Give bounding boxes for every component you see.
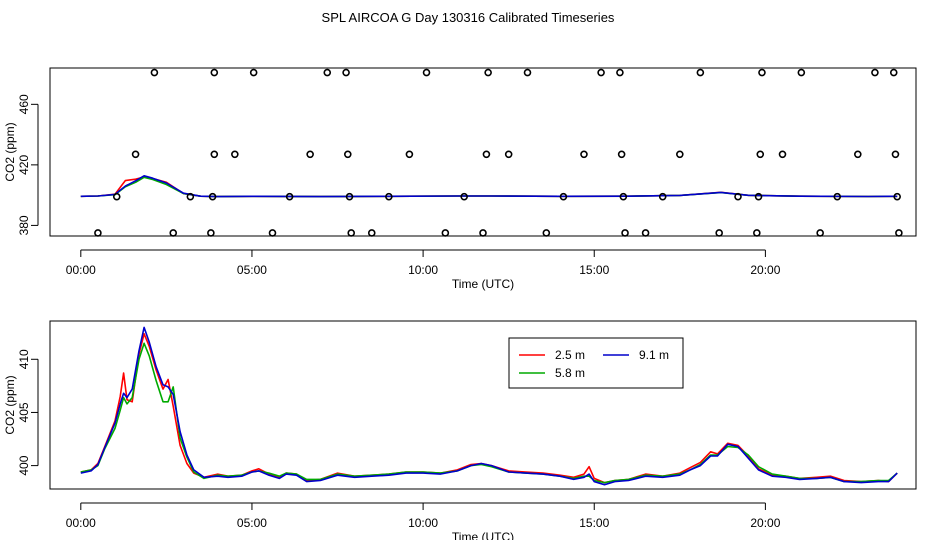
scatter-point [658, 192, 667, 201]
scatter-point [342, 68, 350, 77]
series-line-5-8-m [80, 342, 898, 484]
y-tick-label: 410 [17, 349, 31, 369]
scatter-point [696, 68, 705, 77]
x-tick-label: 20:00 [750, 516, 780, 530]
scatter-point [441, 229, 450, 237]
panel-co2-timeseries: 00:00 05:00 10:00 15:00 20:00 Time (UTC) 400 40… [3, 320, 917, 540]
y-tick-label: 380 [17, 215, 31, 235]
scatter-point [94, 229, 102, 237]
y-axis-label: CO2 (ppm) [3, 122, 17, 181]
scatter-point [621, 229, 629, 237]
scatter-point [641, 229, 650, 237]
scatter-point [854, 150, 862, 159]
scatter-point [482, 150, 491, 159]
scatter-point [616, 68, 624, 77]
scatter-point [131, 150, 140, 159]
scatter-point [479, 229, 487, 237]
x-tick-label: 20:00 [750, 263, 780, 277]
scatter-point [323, 68, 332, 77]
x-axis-label: Time (UTC) [452, 530, 514, 540]
scatter-point [285, 192, 294, 201]
scatter-point [268, 229, 277, 237]
scatter-point [893, 192, 901, 201]
scatter-point [676, 150, 684, 159]
scatter-point [345, 192, 354, 201]
scatter-point [754, 192, 763, 201]
x-tick-label: 10:00 [408, 516, 438, 530]
legend: 2.5 m 5.8 m 9.1 m [508, 337, 684, 389]
scatter-point [797, 68, 806, 77]
scatter-point [347, 229, 356, 237]
scatter-point [778, 150, 787, 159]
scatter-point [210, 150, 219, 159]
scatter-point [385, 192, 393, 201]
scatter-point [405, 150, 414, 159]
scatter-point [597, 68, 605, 77]
x-tick-label: 00:00 [66, 263, 96, 277]
y-axis-label: CO2 (ppm) [3, 375, 17, 434]
y-tick-label: 420 [17, 155, 31, 175]
x-tick-label: 15:00 [579, 516, 609, 530]
scatter-point [231, 150, 239, 159]
scatter-point [619, 192, 628, 201]
scatter-point [207, 229, 215, 237]
x-tick-label: 15:00 [579, 263, 609, 277]
scatter-point [523, 68, 532, 77]
scatter-point [758, 68, 766, 77]
scatter-point [169, 229, 178, 237]
scatter-point [150, 68, 159, 77]
y-tick-label: 460 [17, 94, 31, 114]
legend-box [508, 337, 684, 389]
scatter-point [343, 150, 352, 159]
legend-label: 5.8 m [555, 366, 585, 380]
scatter-point [367, 229, 376, 237]
legend-label: 9.1 m [639, 348, 669, 362]
scatter-point [833, 192, 842, 201]
scatter-point [889, 68, 898, 77]
scatter-point [756, 150, 765, 159]
scatter-point [542, 229, 551, 237]
plot-frame [49, 320, 917, 490]
series-line-2-5-m [80, 176, 898, 198]
scatter-point [891, 150, 900, 159]
scatter-point [249, 68, 258, 77]
figure-title: SPL AIRCOA G Day 130316 Calibrated Times… [322, 10, 615, 25]
legend-label: 2.5 m [555, 348, 585, 362]
scatter-point [210, 68, 219, 77]
scatter-point [460, 192, 468, 201]
x-axis-label: Time (UTC) [452, 277, 514, 291]
scatter-point [895, 229, 903, 237]
scatter-point [816, 229, 824, 237]
scatter-point [580, 150, 588, 159]
panel-calibration-scatter: 00:00 05:00 10:00 15:00 20:00 Time (UTC) 380 42… [3, 67, 917, 291]
scatter-point [559, 192, 568, 201]
scatter-point [504, 150, 513, 159]
x-tick-label: 05:00 [237, 263, 267, 277]
scatter-point [186, 192, 195, 201]
scatter-point [734, 192, 742, 201]
x-tick-label: 10:00 [408, 263, 438, 277]
x-tick-label: 00:00 [66, 516, 96, 530]
scatter-point [617, 150, 626, 159]
scatter-point [422, 68, 431, 77]
series-line-5-8-m [80, 176, 898, 198]
scatter-point [112, 192, 121, 201]
scatter-point [208, 192, 217, 201]
series-line-2-5-m [80, 332, 898, 484]
series-line-9-1-m [80, 326, 898, 486]
plot-frame [49, 67, 917, 237]
series-line-9-1-m [80, 175, 898, 198]
scatter-point [753, 229, 761, 237]
y-tick-label: 400 [17, 455, 31, 475]
scatter-point [484, 68, 492, 77]
x-tick-label: 05:00 [237, 516, 267, 530]
scatter-point [871, 68, 879, 77]
scatter-point [715, 229, 723, 237]
y-tick-label: 405 [17, 402, 31, 422]
scatter-point [306, 150, 314, 159]
